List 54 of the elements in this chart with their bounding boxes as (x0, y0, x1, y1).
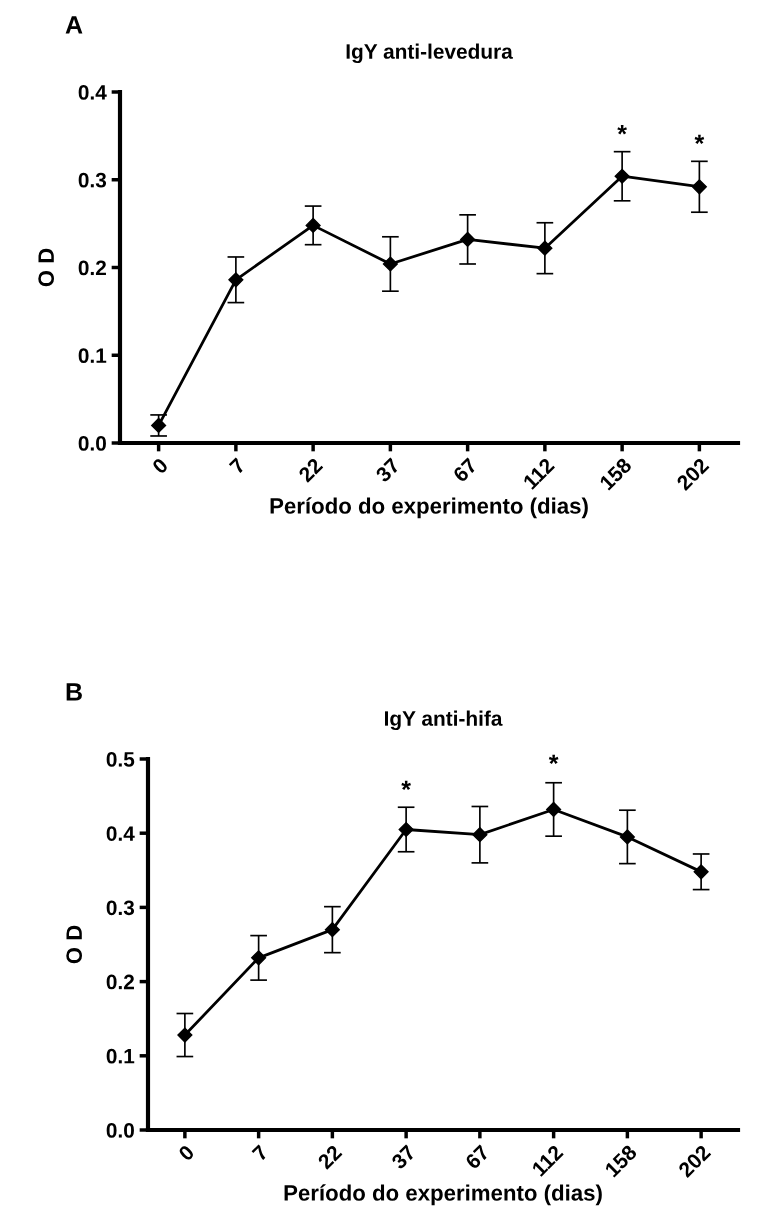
annotation: * (617, 125, 627, 135)
point (472, 827, 488, 843)
point (324, 922, 340, 938)
y-tick-label: 0.2 (78, 260, 106, 276)
x-tick-label: 37 (390, 1144, 417, 1171)
chart-title: IgY anti-levedura (346, 43, 513, 64)
y-tick-label: 0.2 (106, 974, 134, 990)
y-tick-label: 0.1 (78, 348, 107, 363)
x-tick-label: 67 (452, 457, 478, 483)
y-tick-label: 0.3 (106, 900, 135, 916)
point (614, 168, 630, 184)
point (382, 256, 398, 272)
y-tick-label: 0.0 (78, 436, 106, 451)
x-tick-label: 112 (531, 1144, 564, 1177)
y-tick-label: 0.3 (78, 172, 107, 188)
text: B (66, 683, 82, 701)
point (228, 272, 244, 288)
point (693, 864, 709, 880)
x-tick-label: 7 (251, 1144, 269, 1162)
x-tick-label: 0 (151, 457, 169, 475)
x-tick-label: 112 (522, 457, 555, 490)
x-tick-label: 37 (374, 457, 401, 484)
y-tick-label: 0.1 (106, 1048, 135, 1064)
x-tick-label: 158 (598, 457, 633, 491)
point (305, 217, 321, 233)
point (398, 821, 414, 838)
text: A (65, 16, 83, 34)
y-tick-label: 0.4 (78, 85, 107, 100)
x-tick-label: 7 (228, 457, 246, 475)
x-tick-label: 0 (177, 1144, 196, 1162)
x-tick-label: 22 (297, 457, 324, 483)
point (177, 1027, 193, 1043)
x-tick-label: 67 (464, 1144, 491, 1170)
y-axis-title: O D (66, 925, 83, 964)
point (546, 801, 562, 818)
x-axis-title: Período do experimento (dias) (284, 1184, 602, 1206)
annotation: * (694, 134, 705, 145)
y-tick-label: 0.5 (106, 752, 135, 767)
x-tick-label: 158 (604, 1144, 638, 1178)
point (619, 829, 635, 845)
x-tick-label: 22 (316, 1144, 343, 1170)
chart-title: IgY anti-hifa (384, 710, 503, 731)
annotation: * (401, 780, 411, 790)
point (251, 950, 267, 966)
y-tick-label: 0.4 (106, 826, 135, 841)
y-tick-label: 0.0 (106, 1123, 134, 1138)
y-axis-title: O D (38, 248, 55, 287)
annotation: * (548, 754, 559, 765)
x-tick-label: 202 (675, 457, 710, 492)
point (691, 179, 707, 195)
point (460, 231, 476, 247)
point (537, 240, 553, 256)
x-tick-label: 202 (677, 1144, 712, 1179)
x-axis-title: Período do experimento (dias) (270, 497, 588, 519)
